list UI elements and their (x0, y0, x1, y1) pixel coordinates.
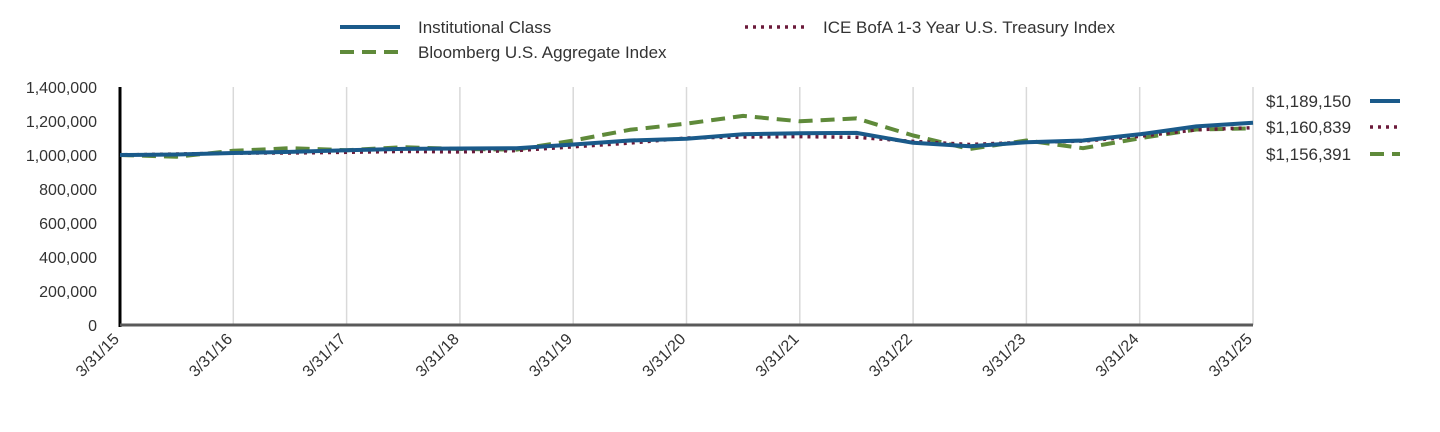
legend: Institutional Class ICE BofA 1-3 Year U.S… (340, 18, 1115, 62)
x-tick-label: 3/31/21 (753, 331, 803, 381)
end-value-label: $1,160,839 (1266, 118, 1351, 137)
y-tick-label: 600,000 (39, 216, 97, 233)
x-tick-label: 3/31/19 (526, 331, 576, 381)
end-value-label: $1,156,391 (1266, 145, 1351, 164)
y-tick-label: 0 (88, 318, 97, 335)
y-tick-label: 800,000 (39, 182, 97, 199)
series-line (119, 120, 1254, 157)
x-tick-label: 3/31/23 (979, 331, 1029, 381)
x-tick-label: 3/31/15 (73, 331, 123, 381)
x-tick-label: 3/31/24 (1093, 331, 1143, 381)
legend-label: Bloomberg U.S. Aggregate Index (418, 43, 667, 62)
legend-label: Institutional Class (418, 18, 551, 37)
vertical-gridlines (232, 87, 1254, 325)
x-tick-label: 3/31/17 (300, 331, 350, 381)
y-tick-label: 1,200,000 (26, 114, 97, 131)
y-tick-label: 1,400,000 (26, 80, 97, 97)
y-axis: 1,400,000 1,200,000 1,000,000 800,000 600,00… (26, 80, 122, 335)
x-tick-label: 3/31/25 (1206, 331, 1256, 381)
series-line (119, 113, 1254, 159)
end-labels: $1,189,150 $1,160,839 $1,156,391 (1266, 92, 1400, 164)
x-tick-label: 3/31/20 (640, 331, 690, 381)
y-tick-label: 1,000,000 (26, 148, 97, 165)
y-tick-label: 200,000 (39, 284, 97, 301)
x-axis: 3/31/15 3/31/16 3/31/17 3/31/18 3/31/19 3/31/… (73, 323, 1256, 381)
series-lines (119, 113, 1254, 159)
end-value-label: $1,189,150 (1266, 92, 1351, 111)
legend-label: ICE BofA 1-3 Year U.S. Treasury Index (823, 18, 1115, 37)
x-tick-label: 3/31/22 (866, 331, 916, 381)
x-tick-label: 3/31/18 (413, 331, 463, 381)
y-tick-label: 400,000 (39, 250, 97, 267)
x-tick-label: 3/31/16 (186, 331, 236, 381)
